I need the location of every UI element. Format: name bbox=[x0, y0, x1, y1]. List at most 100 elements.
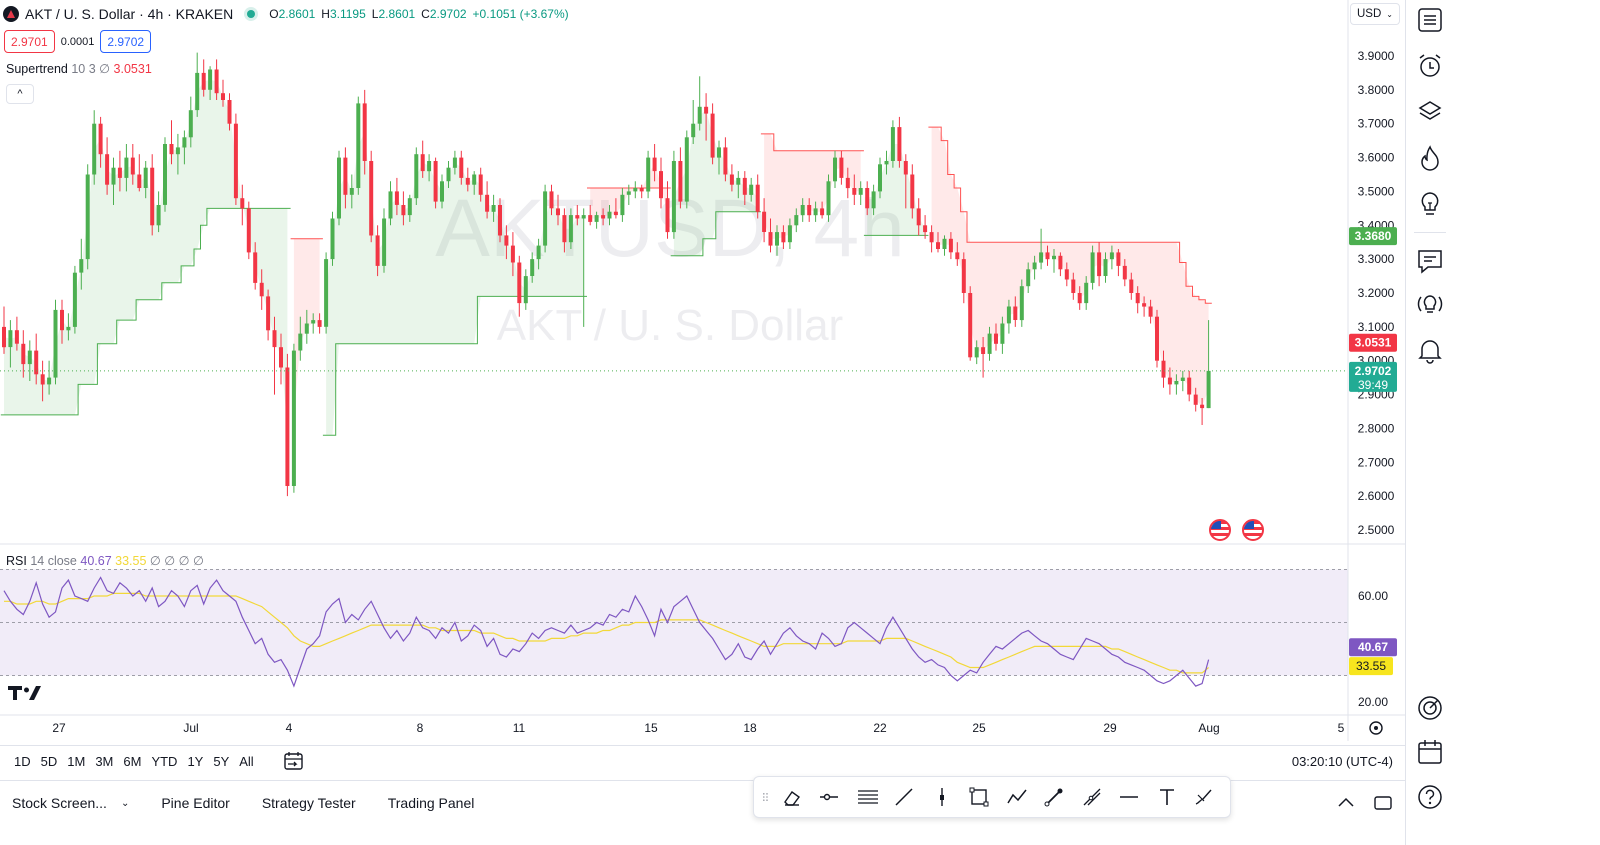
supertrend-upper-label[interactable]: 3.3680 bbox=[1349, 227, 1397, 246]
parallel-channel-icon[interactable] bbox=[849, 782, 887, 812]
candle[interactable] bbox=[1077, 286, 1082, 310]
market-status-dot-icon[interactable] bbox=[247, 10, 256, 18]
candle[interactable] bbox=[562, 208, 567, 253]
candle[interactable] bbox=[717, 140, 721, 175]
candle[interactable] bbox=[40, 360, 45, 402]
time-axis[interactable]: 27 Jul 4 8 11 15 18 22 25 29 Aug 5 bbox=[52, 721, 1383, 735]
candle[interactable] bbox=[884, 150, 889, 175]
candle[interactable] bbox=[214, 59, 219, 100]
candle[interactable] bbox=[272, 316, 277, 395]
candle[interactable] bbox=[382, 208, 387, 273]
candle[interactable] bbox=[259, 269, 264, 310]
rsi-ma-value-label[interactable]: 33.55 bbox=[1349, 657, 1393, 676]
candle[interactable] bbox=[343, 147, 348, 209]
candle[interactable] bbox=[1045, 245, 1050, 266]
candle[interactable] bbox=[8, 320, 13, 368]
candle[interactable] bbox=[671, 150, 676, 239]
range-5y-button[interactable]: 5Y bbox=[213, 754, 230, 769]
candle[interactable] bbox=[1129, 272, 1134, 300]
collapse-legend-button[interactable]: ^ bbox=[6, 84, 34, 104]
candle[interactable] bbox=[910, 164, 915, 219]
hotlist-flame-icon[interactable] bbox=[1416, 144, 1444, 172]
candle[interactable] bbox=[1058, 252, 1063, 277]
candle[interactable] bbox=[504, 225, 509, 260]
target-icon[interactable] bbox=[1416, 694, 1444, 722]
candle[interactable] bbox=[253, 242, 258, 290]
alarm-clock-icon[interactable] bbox=[1416, 52, 1444, 80]
candle[interactable] bbox=[807, 198, 812, 222]
candle[interactable] bbox=[478, 167, 483, 202]
candle[interactable] bbox=[304, 309, 309, 344]
candle[interactable] bbox=[684, 130, 689, 209]
candle[interactable] bbox=[1052, 249, 1056, 273]
candle[interactable] bbox=[369, 150, 374, 243]
brush-icon[interactable] bbox=[1187, 782, 1225, 812]
candle[interactable] bbox=[974, 340, 979, 365]
candle[interactable] bbox=[1019, 279, 1024, 327]
candle[interactable] bbox=[665, 181, 670, 239]
candle[interactable] bbox=[137, 154, 142, 192]
candle[interactable] bbox=[375, 225, 380, 277]
candle[interactable] bbox=[736, 171, 741, 199]
text-icon[interactable] bbox=[1149, 782, 1187, 812]
candle[interactable] bbox=[691, 100, 696, 144]
candle[interactable] bbox=[175, 133, 180, 175]
xabcd-icon[interactable] bbox=[1074, 782, 1112, 812]
candle[interactable] bbox=[1109, 245, 1114, 270]
candle[interactable] bbox=[710, 103, 715, 165]
candle[interactable] bbox=[337, 150, 341, 226]
candle[interactable] bbox=[92, 110, 97, 185]
eraser-icon[interactable] bbox=[774, 782, 812, 812]
candle[interactable] bbox=[233, 113, 238, 205]
candle[interactable] bbox=[916, 198, 921, 236]
candle[interactable] bbox=[130, 144, 135, 185]
candle[interactable] bbox=[787, 218, 792, 250]
supertrend-value-label[interactable]: 3.0531 bbox=[1349, 333, 1397, 352]
candle[interactable] bbox=[871, 184, 876, 216]
candle[interactable] bbox=[510, 232, 515, 277]
candle[interactable] bbox=[633, 181, 638, 199]
candle[interactable] bbox=[981, 337, 986, 378]
candle[interactable] bbox=[1006, 299, 1011, 334]
candle[interactable] bbox=[987, 326, 992, 361]
range-5d-button[interactable]: 5D bbox=[40, 754, 58, 769]
candle[interactable] bbox=[34, 333, 39, 385]
candle[interactable] bbox=[755, 174, 760, 219]
candle[interactable] bbox=[813, 201, 818, 222]
candle[interactable] bbox=[27, 340, 32, 381]
candle[interactable] bbox=[1097, 242, 1102, 287]
candle[interactable] bbox=[729, 164, 734, 192]
chevron-up-icon[interactable] bbox=[1336, 793, 1356, 813]
streams-icon[interactable] bbox=[1416, 290, 1444, 318]
candle[interactable] bbox=[697, 76, 702, 131]
candle[interactable] bbox=[1122, 259, 1127, 287]
candle[interactable] bbox=[66, 313, 71, 341]
candle[interactable] bbox=[182, 130, 187, 165]
candle[interactable] bbox=[246, 201, 251, 260]
candle[interactable] bbox=[948, 232, 953, 260]
candle[interactable] bbox=[498, 198, 502, 243]
range-ytd-button[interactable]: YTD bbox=[151, 754, 178, 769]
candle[interactable] bbox=[266, 289, 271, 341]
candle[interactable] bbox=[1084, 276, 1089, 310]
candle[interactable] bbox=[523, 269, 528, 310]
symbol-title[interactable]: AKT / U. S. Dollar · 4h · KRAKEN bbox=[25, 6, 234, 22]
rectangle-icon[interactable] bbox=[962, 782, 1000, 812]
arrow-icon[interactable] bbox=[1037, 782, 1075, 812]
candle[interactable] bbox=[646, 150, 651, 199]
candle[interactable] bbox=[124, 144, 129, 192]
axis-settings-gear-icon[interactable] bbox=[1369, 721, 1383, 735]
candle[interactable] bbox=[1013, 296, 1018, 327]
candle[interactable] bbox=[227, 93, 232, 131]
candle[interactable] bbox=[1135, 286, 1140, 314]
supertrend-legend[interactable]: Supertrend 10 3 ∅ 3.0531 bbox=[6, 62, 152, 76]
candle[interactable] bbox=[163, 137, 167, 212]
price-chart[interactable]: AKTUSD, 4h AKT / U. S. Dollar 3.90003.80… bbox=[0, 0, 1405, 745]
candle[interactable] bbox=[968, 286, 973, 361]
candle[interactable] bbox=[311, 313, 316, 334]
candle[interactable] bbox=[285, 353, 290, 497]
candle[interactable] bbox=[639, 184, 644, 199]
candle[interactable] bbox=[536, 238, 541, 270]
candle[interactable] bbox=[878, 157, 882, 199]
